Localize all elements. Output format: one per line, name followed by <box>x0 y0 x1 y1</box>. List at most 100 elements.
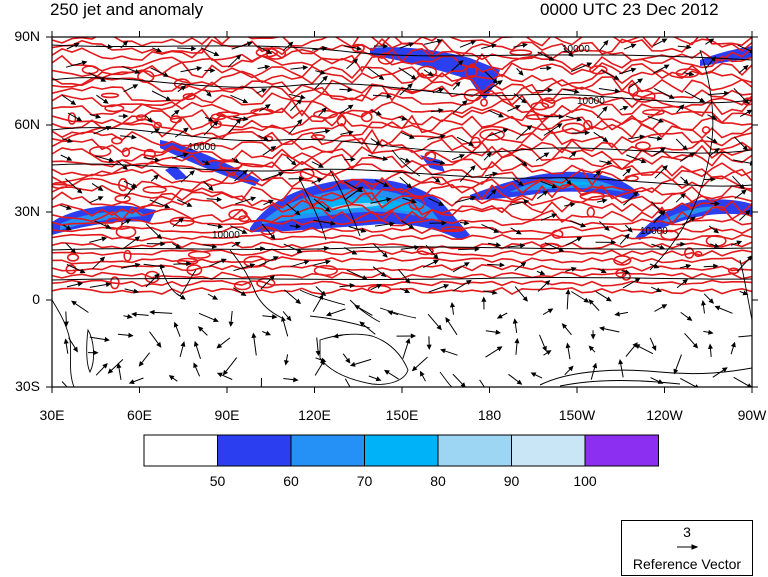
wind-vector-head <box>260 246 266 252</box>
anomaly-contour-loop <box>260 227 275 236</box>
wind-vector-head <box>66 205 72 210</box>
anomaly-contour-line <box>52 197 752 217</box>
colorbar-label-70: 70 <box>356 473 373 489</box>
wind-vector-head <box>634 277 641 283</box>
anomaly-contour-loop <box>480 98 488 107</box>
wind-vector-head <box>499 262 505 268</box>
wind-vector-head <box>464 220 470 226</box>
wind-vector-head <box>569 202 576 208</box>
anomaly-contour-loop <box>121 147 131 158</box>
wind-vector-head <box>347 87 353 93</box>
anomaly-contour-line <box>52 52 752 73</box>
wind-vector-head <box>350 156 356 162</box>
wind-vector-head <box>147 117 153 123</box>
anomaly-contour-loop <box>628 83 639 97</box>
wind-vector-head <box>345 357 351 364</box>
wind-vector-head <box>588 345 595 352</box>
wind-vector-head <box>449 301 456 308</box>
wind-vector-head <box>530 372 537 378</box>
wind-vector-head <box>544 280 551 286</box>
wind-vector-head <box>653 263 660 269</box>
wind-vector-head <box>324 128 331 134</box>
wind-vector-head <box>265 330 272 336</box>
contour-label: 10000 <box>212 230 240 241</box>
x-label-120e: 120E <box>298 407 331 423</box>
reference-vector-label: Reference Vector <box>632 556 742 572</box>
wind-vector-head <box>97 196 104 201</box>
wind-vector-head <box>217 223 224 229</box>
wind-vector-head <box>349 283 356 289</box>
wind-vector-head <box>686 315 693 321</box>
wind-vector-head <box>545 350 552 356</box>
x-label-180: 180 <box>477 407 502 423</box>
wind-vector-head <box>495 242 502 248</box>
anomaly-contour-loop <box>169 115 183 124</box>
wind-vector-head <box>349 361 356 367</box>
wind-vector-head <box>156 233 163 240</box>
wind-vector-head <box>281 315 286 322</box>
anomaly-contour-loop <box>115 225 137 239</box>
wind-vector-head <box>685 263 692 269</box>
wind-vector-head <box>357 186 364 192</box>
map-timestamp: 0000 UTC 23 Dec 2012 <box>540 0 719 19</box>
y-label-60n: 60N <box>14 116 40 132</box>
anomaly-contour-loop <box>416 65 438 79</box>
wind-vector-head <box>710 55 717 62</box>
wind-vector-head <box>325 259 331 265</box>
wind-vector-head <box>105 282 112 288</box>
wind-vector-head <box>165 96 172 101</box>
colorbar <box>143 434 659 467</box>
wind-vector-head <box>568 51 574 57</box>
wind-vector-head <box>382 252 388 258</box>
wind-vector-head <box>730 341 736 348</box>
wind-vector-head <box>183 127 189 133</box>
wind-vector-head <box>268 199 274 205</box>
wind-vector-head <box>380 271 387 277</box>
colorbar-label-60: 60 <box>283 473 299 489</box>
x-label-30e: 30E <box>39 407 65 423</box>
wind-vector-head <box>630 43 637 49</box>
wind-vector-head <box>707 343 713 350</box>
anomaly-contour-loop <box>111 136 123 145</box>
wind-vector-head <box>710 176 716 182</box>
anomaly-contour-loop <box>104 104 125 113</box>
wind-vector-head <box>122 164 128 170</box>
anomaly-contours <box>52 37 752 296</box>
wind-vector-head <box>660 147 666 153</box>
anomaly-contour-loop <box>479 128 505 141</box>
anomaly-contour-loop <box>441 226 465 232</box>
x-label-150e: 150E <box>385 407 419 423</box>
anomaly-contour-loop <box>530 101 550 111</box>
wind-vector-head <box>602 106 608 112</box>
wind-vector-head <box>178 217 185 223</box>
wind-vector-head <box>404 157 411 163</box>
wind-vector-head <box>189 170 195 176</box>
wind-vector-head <box>216 372 223 378</box>
wind-vector-head <box>512 318 518 324</box>
anomaly-contour-line <box>52 121 752 140</box>
wind-vector-head <box>180 85 187 91</box>
anomaly-contour-loop <box>67 112 77 125</box>
wind-vector-head <box>216 343 223 349</box>
wind-vector-head <box>739 184 745 190</box>
wind-vector-head <box>436 324 442 331</box>
wind-vector-head <box>515 105 521 110</box>
wind-vector-head <box>102 98 109 104</box>
wind-vector-head <box>100 77 107 82</box>
wind-vector-head <box>515 229 522 235</box>
wind-vector-head <box>465 279 472 285</box>
wind-vector-head <box>70 247 76 254</box>
anomaly-contour-loop <box>336 114 347 127</box>
contour-label: 10000 <box>188 142 216 153</box>
wind-vector-head <box>747 255 752 261</box>
wind-vector-head <box>271 314 278 320</box>
anomaly-contour-loop <box>88 146 112 158</box>
wind-vector-head <box>191 45 197 52</box>
wind-vector-head <box>116 362 122 369</box>
colorbar-label-80: 80 <box>430 473 446 489</box>
wind-vector-head <box>457 60 464 66</box>
anomaly-contour-line <box>52 205 752 226</box>
wind-vector-head <box>547 87 553 93</box>
wind-vector-head <box>682 278 689 285</box>
wind-vector-head <box>526 124 533 131</box>
